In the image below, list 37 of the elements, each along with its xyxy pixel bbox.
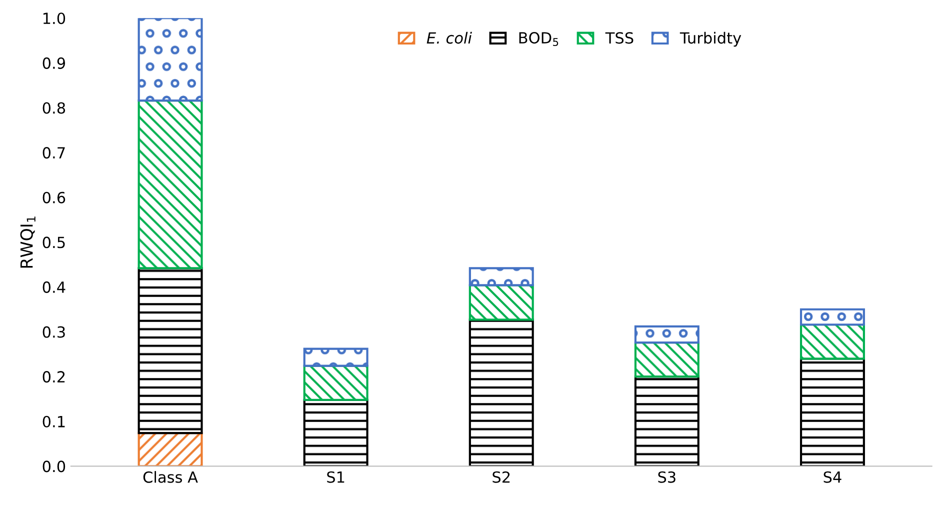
y-tick-label: 0.3	[42, 326, 65, 338]
bar	[138, 432, 203, 466]
bar	[303, 398, 368, 466]
x-tick-label: S4	[824, 471, 842, 483]
y-tick-label: 0.4	[42, 281, 66, 293]
x-tick-label: Class A	[143, 471, 198, 483]
bar	[138, 267, 203, 434]
bar	[303, 348, 368, 367]
y-tick-label: 0.0	[42, 460, 66, 472]
bar	[303, 364, 368, 401]
y-tick-label: 1.0	[43, 12, 66, 24]
y-tick-label: 0.1	[42, 416, 65, 428]
x-tick-label: S2	[492, 471, 510, 483]
y-tick-label: 0.2	[42, 371, 65, 383]
x-tick-label: S1	[327, 471, 344, 483]
bar	[800, 358, 865, 466]
bar	[468, 318, 534, 466]
x-tick-label: S3	[658, 471, 676, 483]
y-tick-label: 0.6	[42, 192, 66, 204]
bar	[634, 376, 700, 466]
bar	[634, 341, 700, 378]
bar	[800, 308, 865, 326]
legend-label: E. coli	[426, 32, 472, 44]
y-tick-label: 0.9	[42, 57, 66, 69]
bar	[138, 100, 203, 270]
y-tick-label: 0.7	[42, 147, 65, 159]
y-tick-label: 0.8	[42, 102, 66, 114]
bar	[468, 267, 534, 286]
legend-label: BOD$_{5}$	[519, 32, 558, 46]
bar	[800, 324, 865, 360]
bar	[138, 18, 203, 102]
legend-label: TSS	[605, 32, 634, 44]
bar	[634, 325, 700, 344]
bar	[468, 284, 534, 321]
y-axis-title: RWQI$_{1}$	[20, 216, 36, 268]
y-tick-label: 0.5	[42, 236, 65, 248]
legend-label: Turbidty	[680, 32, 742, 47]
